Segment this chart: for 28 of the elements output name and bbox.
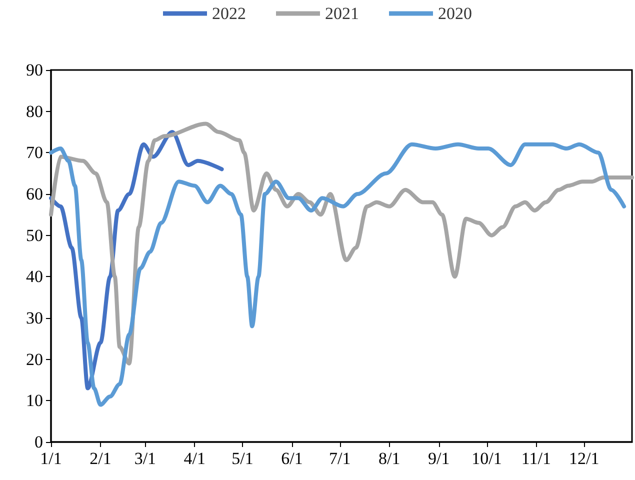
y-tick-label: 90 [26, 60, 43, 80]
legend-label: 2020 [438, 4, 472, 23]
x-tick-label: 2/1 [90, 449, 112, 468]
x-tick-label: 10/1 [472, 449, 502, 468]
legend-label: 2021 [325, 4, 359, 23]
y-tick-label: 50 [26, 226, 43, 245]
x-tick-label: 5/1 [232, 449, 254, 468]
y-tick-label: 20 [26, 350, 43, 369]
line-series [49, 130, 224, 390]
y-tick-label: 70 [26, 143, 43, 162]
x-tick-label: 12/1 [569, 449, 600, 468]
y-tick-label: 30 [26, 308, 43, 328]
x-tick-label: 9/1 [428, 449, 450, 468]
y-tick-label: 0 [34, 432, 43, 452]
y-tick-label: 60 [26, 184, 43, 204]
x-tick-label: 1/1 [40, 449, 62, 468]
line-series [49, 142, 626, 407]
x-tick-label: 11/1 [521, 449, 552, 468]
y-tick-label: 80 [26, 102, 43, 121]
x-tick-label: 3/1 [134, 449, 156, 468]
x-tick-label: 6/1 [281, 449, 303, 468]
line-series [49, 122, 634, 366]
x-tick-label: 4/1 [184, 449, 206, 468]
y-tick-label: 40 [26, 267, 43, 286]
y-tick-label: 10 [26, 391, 43, 410]
x-tick-label: 7/1 [329, 449, 351, 468]
x-tick-label: 8/1 [378, 449, 400, 468]
legend-label: 2022 [212, 4, 246, 23]
